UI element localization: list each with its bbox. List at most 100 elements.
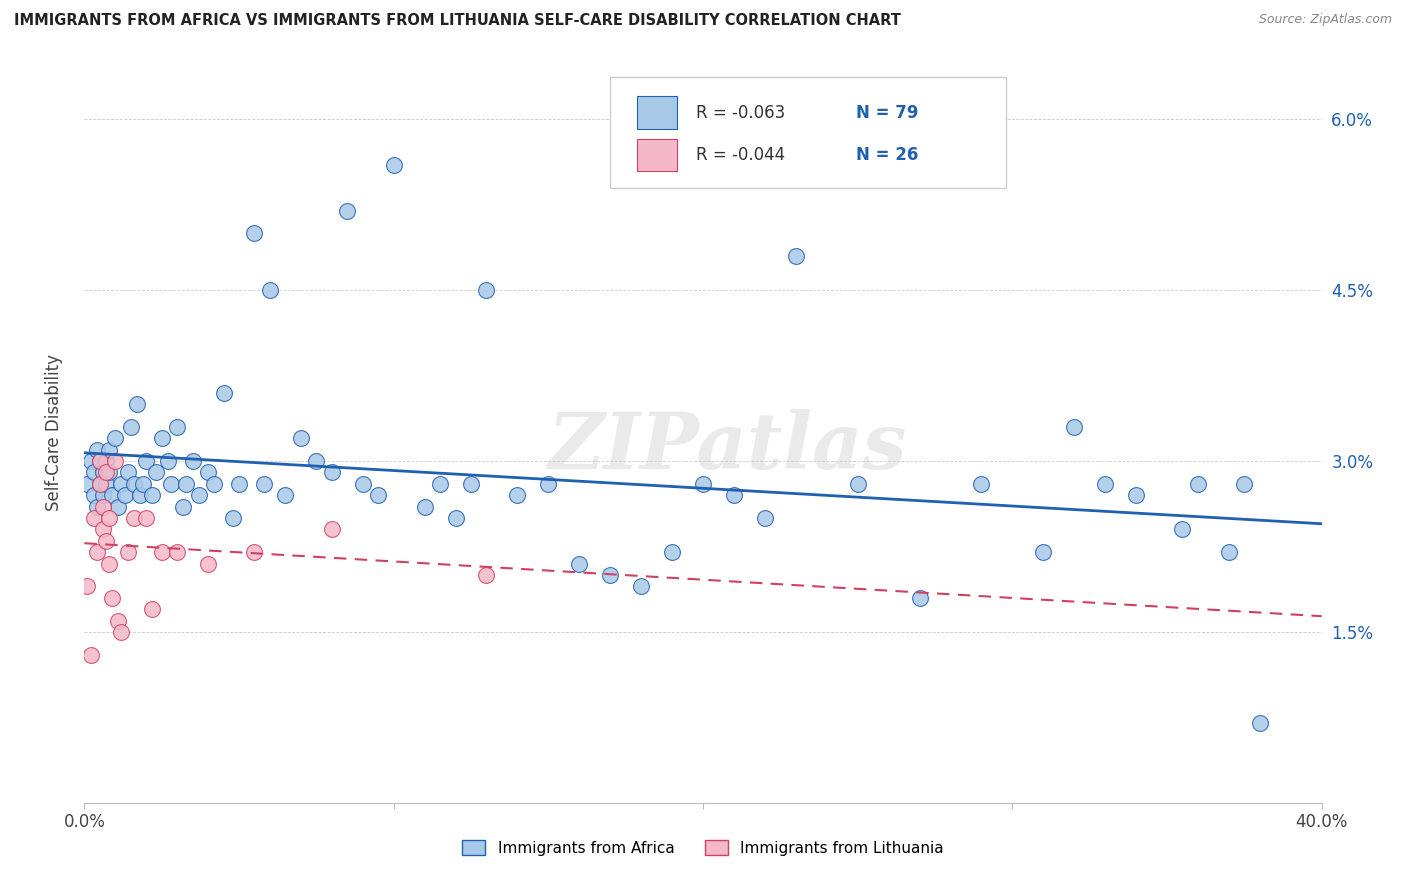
Point: [253, 476, 276, 491]
Point: [94, 466, 117, 480]
Point: [91, 500, 114, 514]
Point: [101, 488, 124, 502]
Point: [274, 488, 297, 502]
Point: [413, 500, 436, 514]
Point: [91, 488, 114, 502]
Point: [83, 466, 105, 480]
Point: [187, 488, 209, 502]
Point: [723, 488, 745, 502]
Point: [91, 466, 114, 480]
Point: [110, 624, 132, 639]
Point: [970, 476, 993, 491]
Point: [104, 431, 127, 445]
Point: [98, 442, 121, 457]
Point: [150, 545, 173, 559]
Point: [86, 545, 108, 559]
Point: [101, 591, 124, 605]
Point: [83, 511, 105, 525]
Point: [86, 442, 108, 457]
Point: [145, 466, 167, 480]
Point: [1218, 545, 1240, 559]
Point: [120, 420, 142, 434]
Point: [107, 500, 129, 514]
Point: [135, 511, 157, 525]
Point: [104, 454, 127, 468]
FancyBboxPatch shape: [637, 138, 678, 171]
Point: [89, 454, 111, 468]
Point: [166, 420, 188, 434]
Point: [382, 158, 405, 172]
Point: [1233, 476, 1256, 491]
Point: [475, 568, 498, 582]
Point: [141, 488, 163, 502]
Point: [352, 476, 374, 491]
Point: [76, 579, 98, 593]
Y-axis label: Self-Care Disability: Self-Care Disability: [45, 354, 63, 511]
Point: [460, 476, 482, 491]
Point: [321, 523, 343, 537]
Point: [94, 533, 117, 548]
Point: [83, 488, 105, 502]
Point: [114, 488, 136, 502]
Point: [202, 476, 225, 491]
Point: [444, 511, 467, 525]
Point: [785, 249, 807, 263]
Legend: Immigrants from Africa, Immigrants from Lithuania: Immigrants from Africa, Immigrants from …: [457, 834, 949, 862]
Point: [166, 545, 188, 559]
Point: [259, 283, 281, 297]
Point: [475, 283, 498, 297]
Point: [89, 476, 111, 491]
Point: [537, 476, 560, 491]
Point: [1125, 488, 1147, 502]
Point: [98, 511, 121, 525]
Point: [89, 476, 111, 491]
Point: [89, 454, 111, 468]
Text: IMMIGRANTS FROM AFRICA VS IMMIGRANTS FROM LITHUANIA SELF-CARE DISABILITY CORRELA: IMMIGRANTS FROM AFRICA VS IMMIGRANTS FRO…: [14, 13, 901, 29]
Point: [222, 511, 245, 525]
FancyBboxPatch shape: [610, 78, 1007, 188]
Point: [98, 557, 121, 571]
Point: [122, 476, 145, 491]
Point: [86, 500, 108, 514]
Point: [125, 397, 148, 411]
Text: ZIPatlas: ZIPatlas: [548, 409, 907, 485]
FancyBboxPatch shape: [637, 96, 678, 129]
Point: [228, 476, 250, 491]
Point: [506, 488, 529, 502]
Point: [1094, 476, 1116, 491]
Point: [290, 431, 312, 445]
Point: [1032, 545, 1054, 559]
Point: [692, 476, 714, 491]
Point: [243, 227, 266, 241]
Point: [141, 602, 163, 616]
Point: [243, 545, 266, 559]
Point: [212, 385, 235, 400]
Point: [79, 454, 101, 468]
Point: [122, 511, 145, 525]
Point: [197, 466, 219, 480]
Point: [135, 454, 157, 468]
Point: [156, 454, 179, 468]
Text: Source: ZipAtlas.com: Source: ZipAtlas.com: [1258, 13, 1392, 27]
Point: [132, 476, 155, 491]
Point: [599, 568, 621, 582]
Point: [197, 557, 219, 571]
Point: [367, 488, 389, 502]
Point: [908, 591, 931, 605]
Point: [630, 579, 652, 593]
Point: [172, 500, 194, 514]
Point: [160, 476, 183, 491]
Text: R = -0.044: R = -0.044: [696, 146, 785, 164]
Point: [568, 557, 591, 571]
Point: [129, 488, 152, 502]
Point: [321, 466, 343, 480]
Point: [94, 454, 117, 468]
Point: [150, 431, 173, 445]
Point: [1249, 716, 1271, 731]
Point: [336, 203, 359, 218]
Point: [117, 466, 139, 480]
Point: [1187, 476, 1209, 491]
Point: [94, 476, 117, 491]
Point: [107, 614, 129, 628]
Point: [181, 454, 204, 468]
